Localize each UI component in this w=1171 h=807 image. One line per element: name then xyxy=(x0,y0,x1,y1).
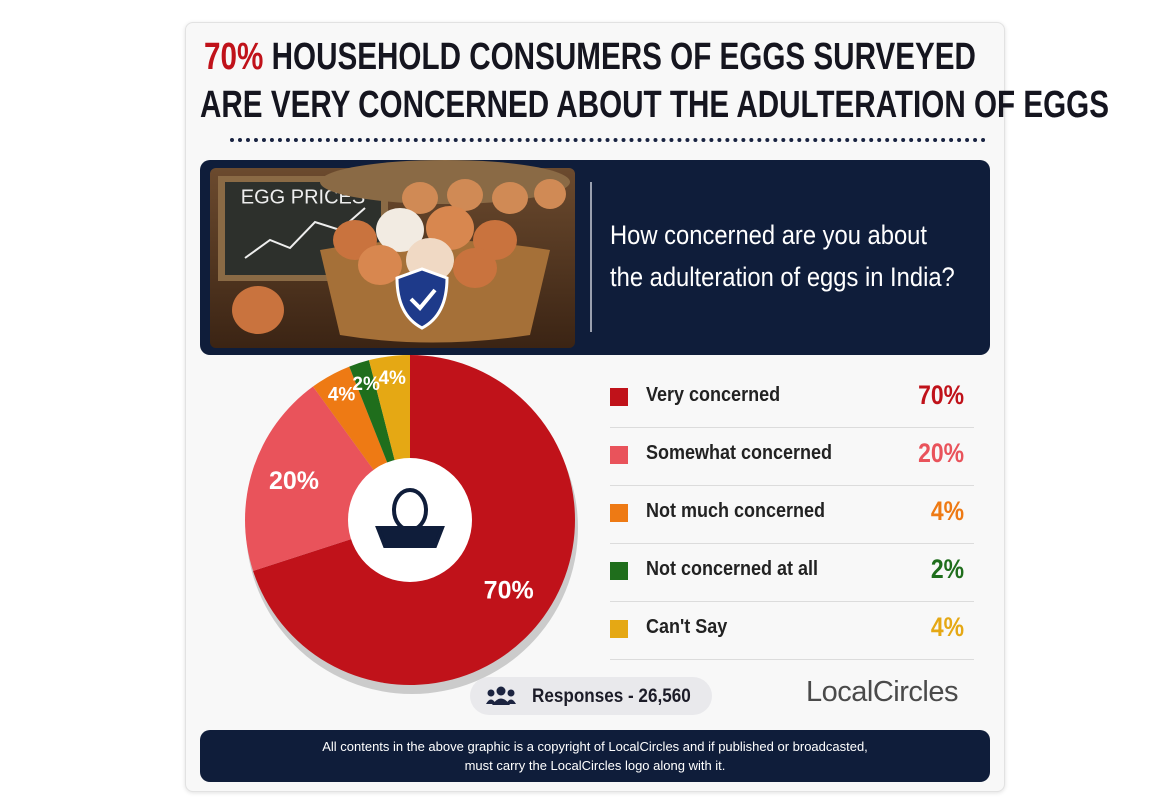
legend-swatch xyxy=(610,388,628,406)
footer-line: All contents in the above graphic is a c… xyxy=(322,739,868,754)
legend-value: 70% xyxy=(918,380,964,410)
responses-text: Responses - 26,560 xyxy=(532,686,691,707)
legend-row: Somewhat concerned 20% xyxy=(610,427,974,486)
dotted-divider xyxy=(230,138,986,142)
legend-label: Can't Say xyxy=(646,616,728,638)
legend-swatch xyxy=(610,446,628,464)
question: How concerned are you about the adultera… xyxy=(610,220,955,292)
legend-swatch xyxy=(610,620,628,638)
egg-crate xyxy=(320,160,570,204)
title-highlight: 70% xyxy=(204,36,264,78)
slice-label: 20% xyxy=(269,467,319,495)
slice-label: 70% xyxy=(484,576,534,604)
legend-row: Very concerned 70% xyxy=(610,369,974,428)
slice-labels: 70% 20% 4%2%4% xyxy=(269,368,534,604)
title-line: 70% HOUSEHOLD CONSUMERS OF EGGS SURVEYED xyxy=(200,36,980,79)
legend-value: 20% xyxy=(918,438,964,468)
slice-label: 2% xyxy=(352,374,380,395)
footer-line: must carry the LocalCircles logo along w… xyxy=(464,758,726,773)
title-line: ARE VERY CONCERNED ABOUT THE ADULTERATIO… xyxy=(200,84,1109,127)
legend-swatch xyxy=(610,562,628,580)
legend-swatch xyxy=(610,504,628,522)
shield-icon xyxy=(395,267,449,330)
title-text: HOUSEHOLD CONSUMERS OF EGGS SURVEYED xyxy=(271,36,976,78)
eggs xyxy=(402,179,566,214)
pie-hole xyxy=(348,458,472,582)
people-icon xyxy=(486,686,516,705)
legend-label: Somewhat concerned xyxy=(646,442,833,464)
legend-label: Not much concerned xyxy=(646,500,826,522)
legend-value: 4% xyxy=(930,496,964,526)
legend-label: Not concerned at all xyxy=(646,558,819,580)
slice-label: 4% xyxy=(378,368,406,389)
footer: All contents in the above graphic is a c… xyxy=(200,730,990,782)
title-text: ARE VERY CONCERNED ABOUT THE ADULTERATIO… xyxy=(200,84,1110,126)
egg xyxy=(232,286,284,334)
banner-image: EGG PRICES xyxy=(210,160,592,348)
legend-label: Very concerned xyxy=(646,384,781,406)
legend-row: Not much concerned 4% xyxy=(610,485,974,544)
legend-value: 4% xyxy=(930,612,964,642)
legend-value: 2% xyxy=(930,554,964,584)
legend-row: Can't Say 4% xyxy=(610,601,974,660)
logo: LocalCircles xyxy=(806,676,958,708)
egg-tray-icon xyxy=(375,488,445,548)
check xyxy=(409,288,437,311)
responses-pill: Responses - 26,560 xyxy=(470,677,712,715)
banner: EGG PRICES xyxy=(200,160,990,355)
legend-row: Not concerned at all 2% xyxy=(610,543,974,602)
slice-label: 4% xyxy=(328,385,356,406)
pie-chart: 70% 20% 4%2%4% xyxy=(245,355,578,694)
